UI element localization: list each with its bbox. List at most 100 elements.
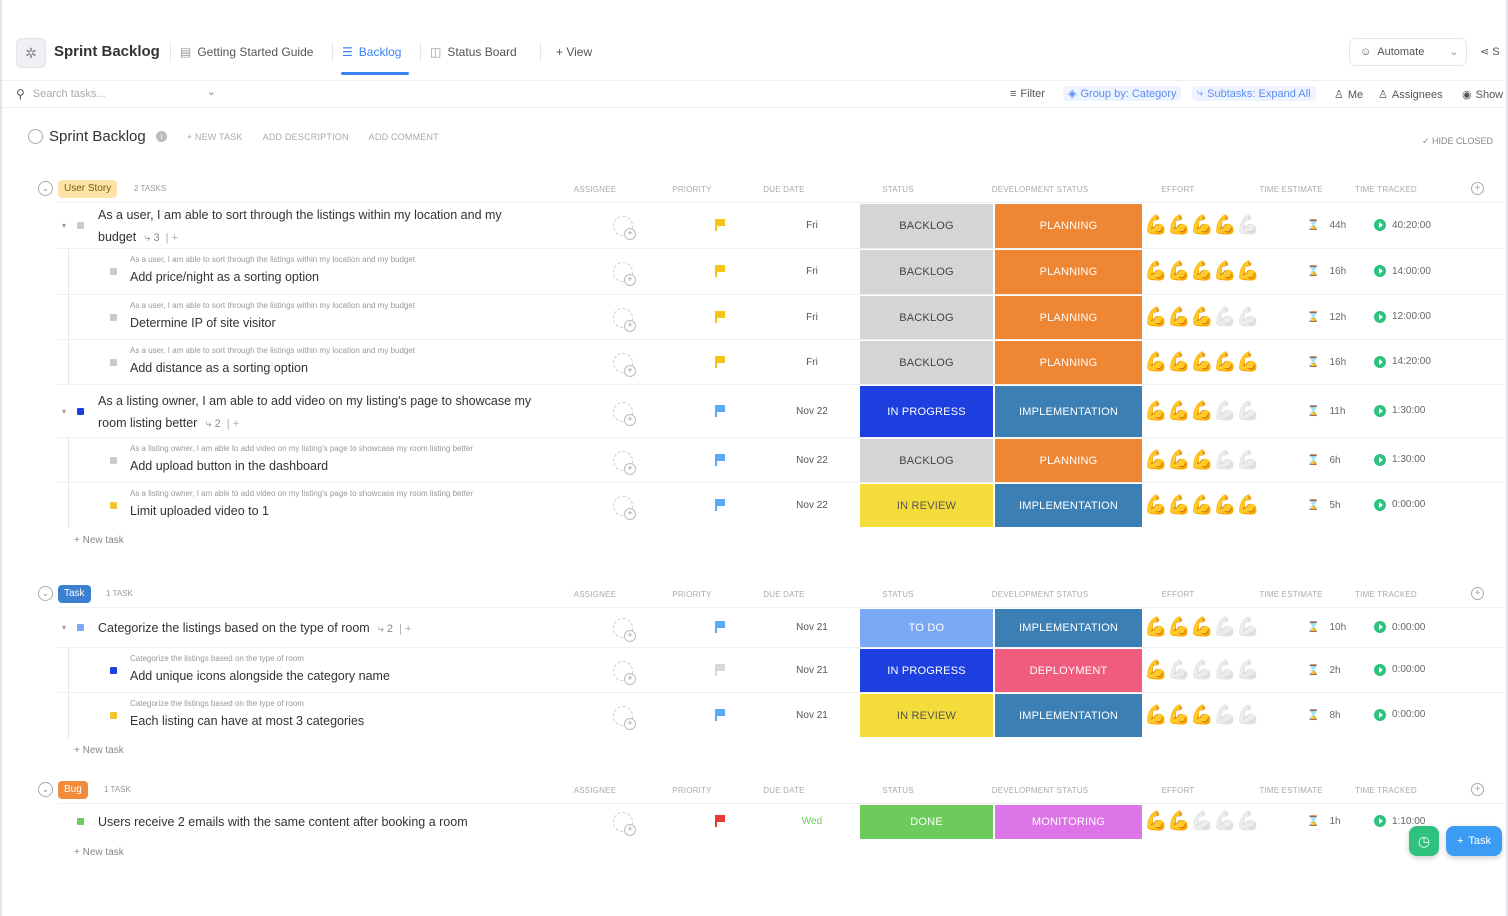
effort-arm-icon[interactable]: 💪 (1167, 306, 1191, 328)
status-badge[interactable]: BACKLOG (860, 439, 993, 482)
effort-arm-icon[interactable]: 💪 (1190, 215, 1214, 236)
due-date[interactable]: Fri (806, 356, 818, 368)
subtask-count[interactable]: ⤷ 3 | + (144, 232, 178, 244)
priority-flag-icon[interactable] (714, 219, 726, 231)
effort-arm-icon[interactable]: 💪 (1190, 704, 1214, 726)
task-status-dot[interactable] (110, 268, 117, 275)
due-date[interactable]: Nov 21 (796, 622, 828, 633)
development-status-badge[interactable]: PLANNING (995, 250, 1142, 294)
due-date[interactable]: Nov 21 (796, 709, 828, 721)
effort-arm-icon[interactable]: 💪 (1236, 261, 1260, 282)
effort-arm-icon[interactable]: 💪 (1213, 306, 1237, 328)
due-date[interactable]: Fri (806, 266, 818, 277)
table-row[interactable]: Users receive 2 emails with the same con… (58, 803, 1504, 839)
time-estimate[interactable]: ⌛ 8h (1307, 710, 1341, 721)
due-date[interactable]: Fri (806, 311, 818, 323)
effort-rating[interactable]: 💪 💪 💪 💪 💪 (1144, 811, 1260, 833)
effort-rating[interactable]: 💪 💪 💪 💪 💪 (1144, 215, 1260, 237)
priority-flag-icon[interactable] (714, 404, 726, 417)
effort-rating[interactable]: 💪 💪 💪 💪 💪 (1144, 261, 1260, 283)
new-task-action[interactable]: + NEW TASK (186, 131, 243, 142)
effort-arm-icon[interactable]: 💪 (1236, 215, 1260, 236)
expand-caret-icon[interactable]: ▾ (62, 623, 67, 632)
collapse-toggle-icon[interactable]: ⌄ (38, 782, 53, 797)
column-header[interactable]: ASSIGNEE (573, 786, 617, 795)
effort-arm-icon[interactable]: 💪 (1167, 494, 1191, 516)
task-name[interactable]: As a listing owner, I am able to add vid… (98, 390, 568, 435)
assignee-avatar-placeholder[interactable] (613, 307, 636, 332)
effort-arm-icon[interactable]: 💪 (1167, 400, 1191, 422)
effort-arm-icon[interactable]: 💪 (1213, 704, 1237, 726)
assignee-avatar-placeholder[interactable] (613, 660, 636, 685)
effort-arm-icon[interactable]: 💪 (1236, 704, 1260, 726)
column-header[interactable]: TIME ESTIMATE (1259, 590, 1323, 599)
task-status-dot[interactable] (110, 358, 117, 366)
column-header[interactable]: DUE DATE (763, 185, 805, 194)
play-timer-icon[interactable] (1374, 404, 1386, 417)
effort-arm-icon[interactable]: 💪 (1167, 659, 1191, 681)
time-tracked[interactable]: 1:30:00 (1374, 453, 1425, 466)
task-name[interactable]: Add upload button in the dashboard (130, 455, 600, 477)
priority-flag-icon[interactable] (714, 663, 726, 676)
add-subtask-icon[interactable]: | + (226, 417, 240, 430)
assignee-avatar-placeholder[interactable] (613, 262, 636, 286)
effort-arm-icon[interactable]: 💪 (1236, 306, 1260, 328)
task-status-dot[interactable] (110, 501, 117, 509)
due-date[interactable]: Wed (801, 816, 823, 827)
effort-arm-icon[interactable]: 💪 (1144, 351, 1168, 373)
assignees-button[interactable]: ♙ Assignees (1378, 88, 1443, 102)
timer-button[interactable]: ◷ (1409, 826, 1439, 856)
effort-arm-icon[interactable]: 💪 (1190, 261, 1214, 282)
task-name[interactable]: Add unique icons alongside the category … (130, 665, 600, 687)
task-status-dot[interactable] (110, 666, 117, 674)
time-estimate[interactable]: ⌛ 6h (1307, 455, 1341, 466)
effort-arm-icon[interactable]: 💪 (1167, 617, 1191, 638)
filter-button[interactable]: ≡ Filter (1010, 88, 1045, 100)
development-status-badge[interactable]: PLANNING (995, 439, 1142, 482)
status-badge[interactable]: IN PROGRESS (860, 386, 993, 437)
table-row[interactable]: ▾ As a listing owner, I am able to add vi… (58, 384, 1504, 437)
time-estimate[interactable]: ⌛ 1h (1307, 816, 1341, 827)
effort-arm-icon[interactable]: 💪 (1144, 261, 1168, 282)
status-badge[interactable]: BACKLOG (860, 204, 993, 248)
column-header[interactable]: EFFORT (1161, 185, 1195, 194)
development-status-badge[interactable]: IMPLEMENTATION (995, 609, 1142, 647)
status-badge[interactable]: BACKLOG (860, 250, 993, 294)
effort-arm-icon[interactable]: 💪 (1190, 400, 1214, 422)
status-badge[interactable]: BACKLOG (860, 341, 993, 384)
effort-arm-icon[interactable]: 💪 (1236, 494, 1260, 516)
time-estimate[interactable]: ⌛ 16h (1307, 266, 1346, 277)
column-header[interactable]: EFFORT (1161, 590, 1195, 599)
time-estimate[interactable]: ⌛ 5h (1307, 500, 1341, 511)
expand-caret-icon[interactable]: ▾ (62, 406, 67, 416)
effort-arm-icon[interactable]: 💪 (1190, 449, 1214, 471)
column-header[interactable]: TIME TRACKED (1355, 786, 1417, 795)
time-tracked[interactable]: 40:20:00 (1374, 219, 1431, 231)
play-timer-icon[interactable] (1374, 453, 1386, 466)
column-header[interactable]: TIME ESTIMATE (1259, 786, 1323, 795)
priority-flag-icon[interactable] (714, 708, 726, 721)
effort-arm-icon[interactable]: 💪 (1167, 215, 1191, 236)
play-timer-icon[interactable] (1374, 265, 1386, 277)
add-description-action[interactable]: ADD DESCRIPTION (262, 131, 349, 142)
effort-arm-icon[interactable]: 💪 (1144, 449, 1168, 471)
task-status-dot[interactable] (77, 222, 84, 229)
priority-flag-icon[interactable] (714, 498, 726, 511)
effort-arm-icon[interactable]: 💪 (1236, 811, 1260, 832)
info-icon[interactable]: i (155, 131, 167, 142)
time-estimate[interactable]: ⌛ 44h (1307, 220, 1346, 231)
task-status-dot[interactable] (77, 818, 84, 825)
development-status-badge[interactable]: PLANNING (995, 296, 1142, 339)
time-estimate[interactable]: ⌛ 11h (1307, 406, 1345, 417)
due-date[interactable]: Nov 22 (796, 499, 828, 511)
task-name[interactable]: Add distance as a sorting option (130, 357, 600, 379)
task-status-dot[interactable] (110, 456, 117, 464)
task-name[interactable]: Determine IP of site visitor (130, 312, 600, 334)
task-name[interactable]: Limit uploaded video to 1 (130, 500, 600, 522)
time-estimate[interactable]: ⌛ 10h (1307, 622, 1346, 633)
development-status-badge[interactable]: IMPLEMENTATION (995, 694, 1142, 737)
status-badge[interactable]: DONE (860, 805, 993, 839)
effort-arm-icon[interactable]: 💪 (1144, 400, 1168, 422)
assignee-avatar-placeholder[interactable] (613, 216, 636, 240)
effort-arm-icon[interactable]: 💪 (1213, 261, 1237, 282)
